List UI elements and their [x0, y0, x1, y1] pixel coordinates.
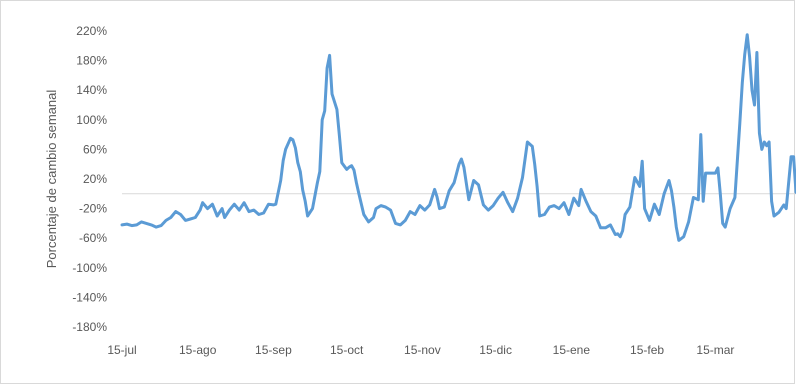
- x-tick-label: 15-ago: [179, 343, 217, 357]
- x-tick-label: 15-oct: [330, 343, 364, 357]
- x-tick-label: 15-nov: [404, 343, 441, 357]
- y-tick-label: 140%: [76, 83, 107, 97]
- y-tick-label: -100%: [72, 261, 107, 275]
- y-tick-label: -180%: [72, 320, 107, 334]
- x-tick-label: 15-dic: [479, 343, 512, 357]
- x-axis-ticks: 15-jul 15-ago 15-sep 15-oct 15-nov 15-dic 15-e…: [107, 343, 734, 357]
- x-tick-label: 15-jul: [107, 343, 136, 357]
- x-tick-label: 15-sep: [255, 343, 292, 357]
- y-tick-label: 180%: [76, 54, 107, 68]
- y-tick-label: -140%: [72, 290, 107, 304]
- y-axis-title: Porcentaje de cambio semanal: [44, 90, 59, 269]
- x-tick-label: 15-ene: [553, 343, 591, 357]
- y-tick-label: 220%: [76, 24, 107, 38]
- y-tick-label: 60%: [83, 142, 107, 156]
- y-tick-label: -60%: [79, 231, 107, 245]
- y-tick-label: -20%: [79, 202, 107, 216]
- y-tick-label: 100%: [76, 113, 107, 127]
- x-tick-label: 15-feb: [630, 343, 664, 357]
- x-tick-label: 15-mar: [696, 343, 734, 357]
- series-line: [120, 33, 796, 242]
- y-axis-ticks: 220% 180% 140% 100% 60% 20% -20% -60% -100% -140%…: [72, 24, 107, 334]
- y-tick-label: 20%: [83, 172, 107, 186]
